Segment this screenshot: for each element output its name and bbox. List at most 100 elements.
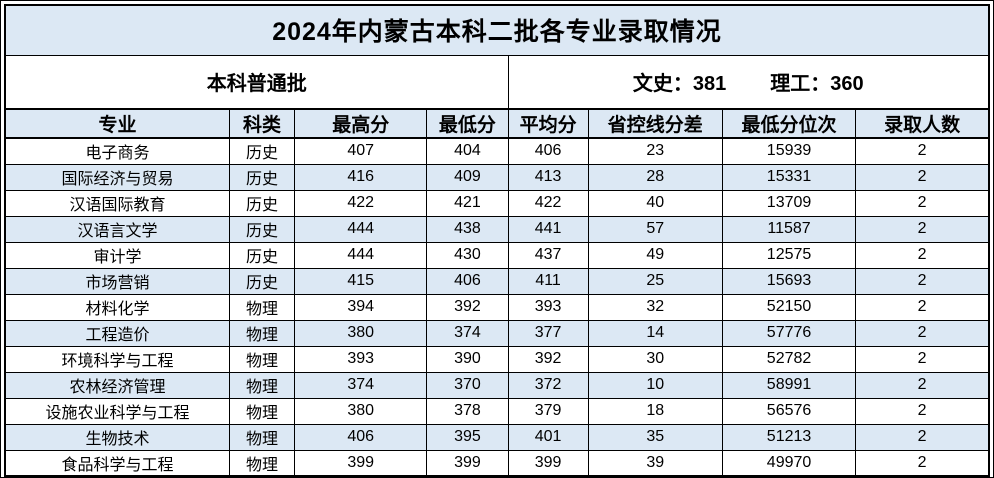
title-row: 2024年内蒙古本科二批各专业录取情况 bbox=[4, 4, 990, 56]
cell-min-score: 370 bbox=[426, 371, 509, 399]
cell-subject-type: 历史 bbox=[228, 215, 296, 243]
table-row: 环境科学与工程 物理 393 390 392 30 52782 2 bbox=[4, 345, 990, 373]
cell-max-score: 380 bbox=[294, 397, 428, 425]
cell-max-score: 415 bbox=[294, 267, 428, 295]
cell-major: 材料化学 bbox=[4, 293, 230, 321]
col-header-avg-score: 平均分 bbox=[507, 108, 589, 139]
column-header-row: 专业 科类 最高分 最低分 平均分 省控线分差 最低分位次 录取人数 bbox=[4, 108, 990, 139]
cell-avg-score: 392 bbox=[507, 345, 589, 373]
cell-enrolled-count: 2 bbox=[855, 293, 990, 321]
cell-subject-type: 物理 bbox=[228, 397, 296, 425]
col-header-subject-type: 科类 bbox=[228, 108, 296, 139]
cell-enrolled-count: 2 bbox=[855, 319, 990, 347]
cell-subject-type: 物理 bbox=[228, 293, 296, 321]
cell-max-score: 374 bbox=[294, 371, 428, 399]
cell-subject-type: 历史 bbox=[228, 163, 296, 191]
cell-subject-type: 物理 bbox=[228, 345, 296, 373]
cell-max-score: 416 bbox=[294, 163, 428, 191]
table-row: 汉语国际教育 历史 422 421 422 40 13709 2 bbox=[4, 189, 990, 217]
cell-major: 国际经济与贸易 bbox=[4, 163, 230, 191]
table-row: 审计学 历史 444 430 437 49 12575 2 bbox=[4, 241, 990, 269]
cell-avg-score: 413 bbox=[507, 163, 589, 191]
page-title: 2024年内蒙古本科二批各专业录取情况 bbox=[4, 4, 990, 56]
cell-min-rank: 58991 bbox=[721, 371, 857, 399]
cell-min-rank: 49970 bbox=[721, 449, 857, 477]
cell-min-score: 395 bbox=[426, 423, 509, 451]
cell-subject-type: 物理 bbox=[228, 423, 296, 451]
cell-min-score: 404 bbox=[426, 137, 509, 165]
cell-min-score: 409 bbox=[426, 163, 509, 191]
col-header-max-score: 最高分 bbox=[294, 108, 428, 139]
cell-line-diff: 28 bbox=[587, 163, 723, 191]
cell-major: 市场营销 bbox=[4, 267, 230, 295]
col-header-min-score: 最低分 bbox=[426, 108, 509, 139]
table-body: 电子商务 历史 407 404 406 23 15939 2 国际经济与贸易 历史 416 409 41… bbox=[4, 137, 990, 477]
table-row: 电子商务 历史 407 404 406 23 15939 2 bbox=[4, 137, 990, 165]
cell-avg-score: 399 bbox=[507, 449, 589, 477]
cell-enrolled-count: 2 bbox=[855, 137, 990, 165]
cell-line-diff: 57 bbox=[587, 215, 723, 243]
cell-min-rank: 11587 bbox=[721, 215, 857, 243]
subheader-row: 本科普通批 文史：381 理工：360 bbox=[4, 54, 990, 110]
cell-enrolled-count: 2 bbox=[855, 423, 990, 451]
cell-line-diff: 23 bbox=[587, 137, 723, 165]
cell-min-score: 406 bbox=[426, 267, 509, 295]
cell-min-score: 438 bbox=[426, 215, 509, 243]
cell-min-rank: 13709 bbox=[721, 189, 857, 217]
col-header-line-diff: 省控线分差 bbox=[587, 108, 723, 139]
wenshi-control-line: 文史：381 bbox=[632, 73, 727, 96]
cell-subject-type: 历史 bbox=[228, 241, 296, 269]
cell-avg-score: 406 bbox=[507, 137, 589, 165]
cell-major: 食品科学与工程 bbox=[4, 449, 230, 477]
cell-subject-type: 历史 bbox=[228, 267, 296, 295]
table-row: 食品科学与工程 物理 399 399 399 39 49970 2 bbox=[4, 449, 990, 477]
cell-min-score: 421 bbox=[426, 189, 509, 217]
table-row: 汉语言文学 历史 444 438 441 57 11587 2 bbox=[4, 215, 990, 243]
admissions-table: 2024年内蒙古本科二批各专业录取情况 本科普通批 文史：381 理工：360 专… bbox=[4, 4, 990, 477]
table-row: 工程造价 物理 380 374 377 14 57776 2 bbox=[4, 319, 990, 347]
cell-max-score: 444 bbox=[294, 241, 428, 269]
cell-major: 设施农业科学与工程 bbox=[4, 397, 230, 425]
cell-min-rank: 56576 bbox=[721, 397, 857, 425]
cell-line-diff: 18 bbox=[587, 397, 723, 425]
cell-line-diff: 32 bbox=[587, 293, 723, 321]
col-header-major: 专业 bbox=[4, 108, 230, 139]
cell-min-rank: 52150 bbox=[721, 293, 857, 321]
cell-enrolled-count: 2 bbox=[855, 267, 990, 295]
table-row: 市场营销 历史 415 406 411 25 15693 2 bbox=[4, 267, 990, 295]
cell-max-score: 406 bbox=[294, 423, 428, 451]
cell-line-diff: 30 bbox=[587, 345, 723, 373]
cell-line-diff: 35 bbox=[587, 423, 723, 451]
cell-min-score: 378 bbox=[426, 397, 509, 425]
cell-avg-score: 372 bbox=[507, 371, 589, 399]
cell-major: 汉语国际教育 bbox=[4, 189, 230, 217]
cell-min-rank: 52782 bbox=[721, 345, 857, 373]
cell-line-diff: 40 bbox=[587, 189, 723, 217]
cell-min-rank: 51213 bbox=[721, 423, 857, 451]
cell-enrolled-count: 2 bbox=[855, 189, 990, 217]
cell-subject-type: 物理 bbox=[228, 319, 296, 347]
table-row: 国际经济与贸易 历史 416 409 413 28 15331 2 bbox=[4, 163, 990, 191]
cell-min-rank: 15939 bbox=[721, 137, 857, 165]
cell-min-rank: 57776 bbox=[721, 319, 857, 347]
cell-avg-score: 441 bbox=[507, 215, 589, 243]
cell-avg-score: 393 bbox=[507, 293, 589, 321]
cell-line-diff: 49 bbox=[587, 241, 723, 269]
cell-major: 环境科学与工程 bbox=[4, 345, 230, 373]
cell-subject-type: 历史 bbox=[228, 189, 296, 217]
cell-min-score: 392 bbox=[426, 293, 509, 321]
cell-avg-score: 379 bbox=[507, 397, 589, 425]
cell-avg-score: 411 bbox=[507, 267, 589, 295]
cell-avg-score: 422 bbox=[507, 189, 589, 217]
cell-min-score: 374 bbox=[426, 319, 509, 347]
cell-avg-score: 401 bbox=[507, 423, 589, 451]
cell-enrolled-count: 2 bbox=[855, 449, 990, 477]
table-row: 生物技术 物理 406 395 401 35 51213 2 bbox=[4, 423, 990, 451]
table-row: 农林经济管理 物理 374 370 372 10 58991 2 bbox=[4, 371, 990, 399]
cell-min-rank: 15693 bbox=[721, 267, 857, 295]
table-row: 材料化学 物理 394 392 393 32 52150 2 bbox=[4, 293, 990, 321]
cell-line-diff: 39 bbox=[587, 449, 723, 477]
cell-subject-type: 历史 bbox=[228, 137, 296, 165]
cell-min-score: 390 bbox=[426, 345, 509, 373]
